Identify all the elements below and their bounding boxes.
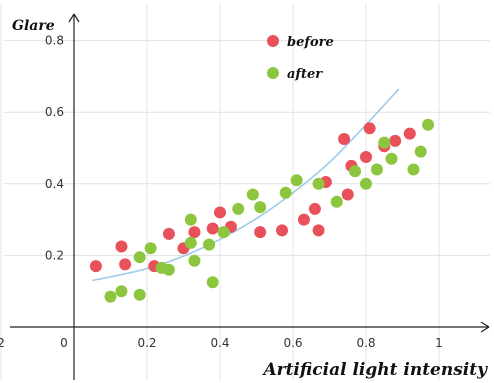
- legend-swatch-after: [267, 67, 279, 79]
- grid: [0, 4, 490, 380]
- point-after-21: [360, 177, 372, 190]
- point-before-16: [338, 133, 351, 146]
- point-after-0: [104, 290, 117, 303]
- point-after-20: [349, 165, 362, 178]
- data-points: [89, 118, 435, 303]
- point-before-22: [389, 134, 402, 147]
- point-after-4: [144, 242, 157, 255]
- point-before-2: [119, 258, 132, 271]
- x-tick-label-0: 2: [0, 336, 5, 350]
- axes: [10, 13, 490, 380]
- y-axis-title: Glare: [12, 18, 55, 34]
- point-after-25: [407, 163, 420, 176]
- point-after-1: [115, 285, 128, 298]
- y-axis-arrow: [68, 13, 80, 23]
- series-after: [104, 118, 435, 303]
- x-tick-label-5: 0.8: [356, 336, 375, 350]
- point-before-17: [341, 188, 354, 201]
- point-before-8: [214, 206, 226, 219]
- point-after-10: [203, 238, 216, 251]
- point-after-2: [133, 288, 146, 301]
- point-after-7: [184, 236, 197, 249]
- x-tick-label-4: 0.6: [283, 336, 302, 350]
- point-after-14: [246, 188, 259, 201]
- point-after-18: [312, 177, 325, 190]
- point-before-14: [312, 224, 325, 237]
- point-before-12: [297, 213, 310, 226]
- trendline: [92, 88, 400, 282]
- y-tick-label-0: 0.2: [45, 248, 64, 262]
- series-before: [89, 122, 416, 273]
- point-after-17: [290, 174, 303, 187]
- x-tick-label-1: 0: [60, 336, 68, 350]
- point-before-20: [363, 122, 376, 135]
- y-tick-label-1: 0.4: [45, 177, 64, 191]
- x-axis-title: Artificial light intensity: [261, 360, 488, 380]
- point-before-6: [188, 226, 201, 239]
- point-after-6: [162, 263, 175, 276]
- point-after-24: [385, 152, 398, 165]
- point-after-3: [133, 251, 146, 264]
- point-before-4: [162, 227, 175, 240]
- point-before-10: [254, 226, 267, 239]
- legend: before after: [267, 35, 334, 82]
- point-before-1: [115, 240, 128, 253]
- point-after-9: [188, 254, 201, 267]
- legend-label-after: after: [287, 67, 323, 82]
- point-before-19: [360, 150, 372, 163]
- point-before-0: [89, 260, 102, 273]
- y-tick-label-3: 0.8: [45, 34, 64, 48]
- point-after-12: [217, 226, 230, 239]
- x-tick-label-2: 0.2: [137, 336, 156, 350]
- point-after-22: [370, 163, 383, 176]
- y-tick-label-2: 0.6: [45, 105, 64, 119]
- point-after-19: [330, 195, 343, 208]
- x-tick-label-6: 1: [435, 336, 443, 350]
- x-tick-label-3: 0.4: [210, 336, 229, 350]
- point-before-7: [206, 222, 219, 235]
- point-before-13: [308, 202, 321, 215]
- point-after-8: [184, 213, 197, 226]
- point-after-13: [232, 202, 245, 215]
- point-after-26: [414, 145, 427, 158]
- point-after-27: [422, 118, 435, 131]
- legend-label-before: before: [287, 35, 334, 50]
- x-axis-arrow: [480, 321, 490, 333]
- y-tick-labels: 0.2 0.4 0.6 0.8: [45, 34, 64, 263]
- x-tick-labels: 2 0 0.2 0.4 0.6 0.8 1: [0, 336, 443, 350]
- point-before-11: [276, 224, 289, 237]
- point-after-23: [378, 136, 391, 149]
- point-after-15: [254, 201, 267, 214]
- point-after-11: [206, 276, 219, 289]
- legend-swatch-before: [267, 35, 279, 47]
- point-after-16: [279, 186, 292, 199]
- point-before-23: [403, 127, 416, 140]
